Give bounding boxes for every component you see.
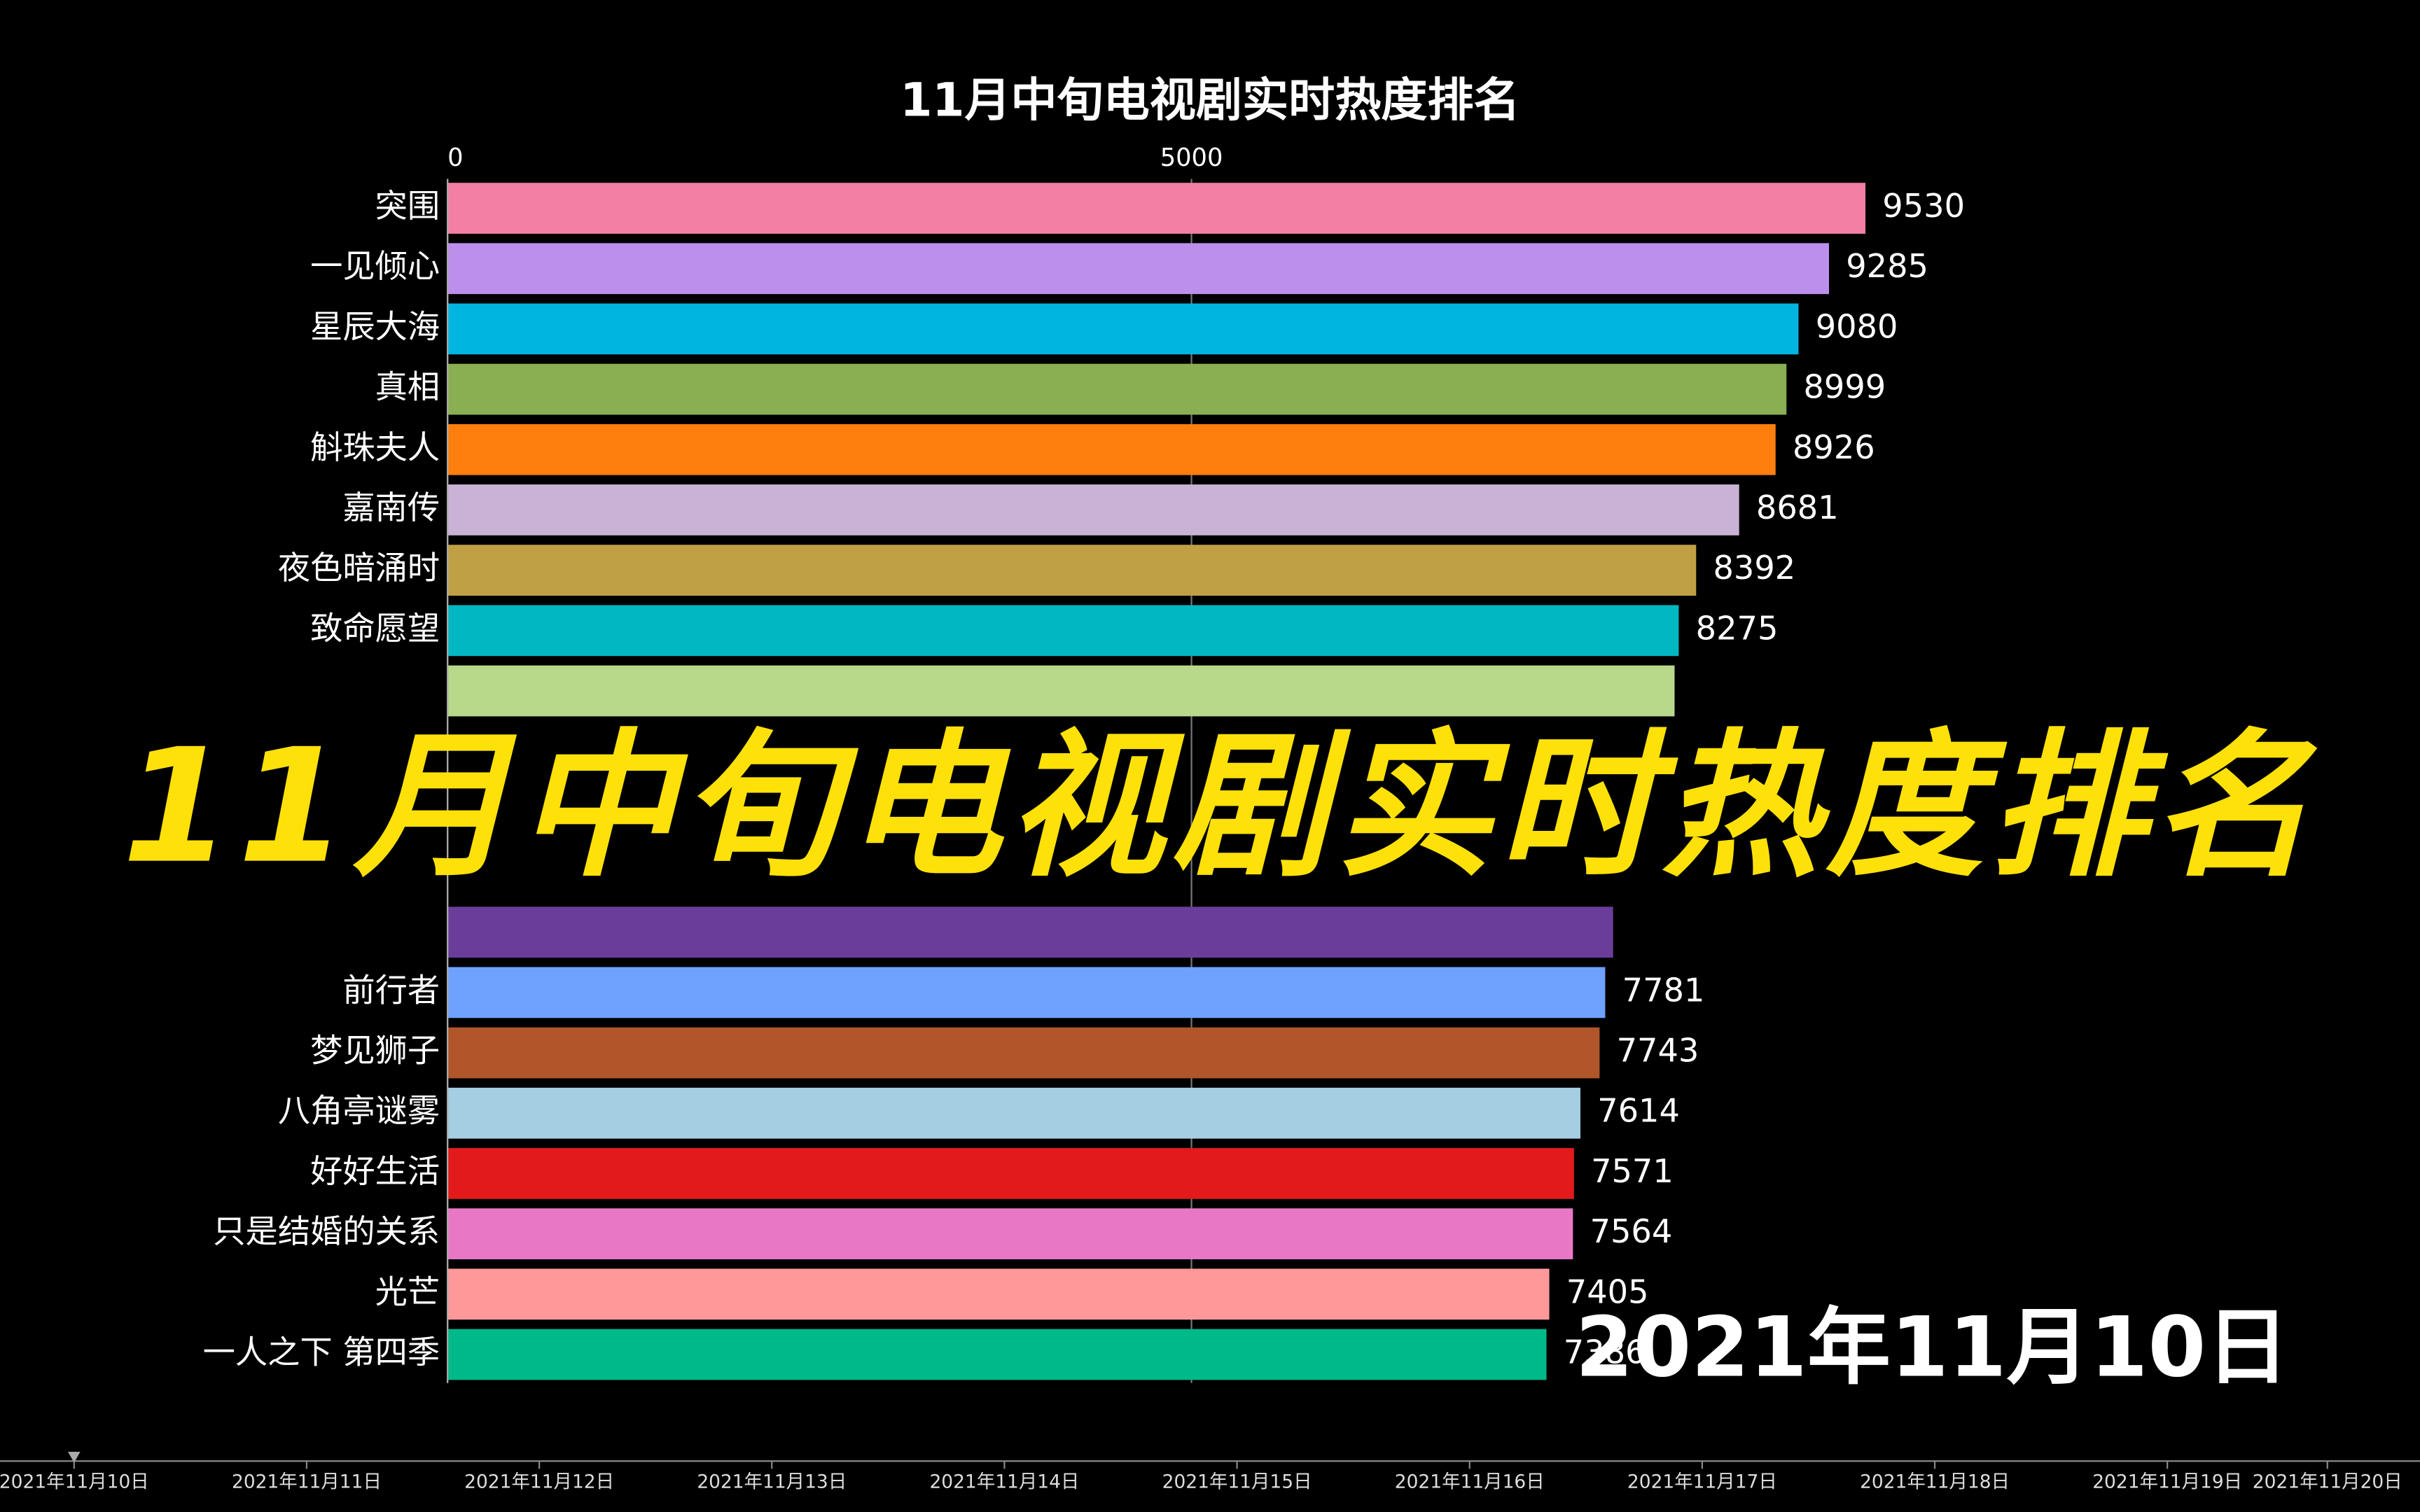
value-label: 8392	[1713, 549, 1796, 587]
bar	[447, 545, 1697, 596]
bar	[447, 665, 1675, 717]
timeline-marker	[67, 1452, 81, 1463]
value-label: 8681	[1756, 489, 1839, 526]
y-tick-label: 梦见狮子	[310, 1032, 440, 1070]
y-tick-label: 星辰大海	[310, 307, 440, 345]
bar	[447, 1329, 1547, 1380]
timeline-label: 2021年11月12日	[464, 1471, 614, 1493]
y-tick-label: 突围	[375, 187, 440, 225]
x-tick-label: 5000	[1160, 144, 1223, 172]
bar	[447, 1148, 1574, 1199]
timeline-label: 2021年11月11日	[232, 1471, 382, 1493]
value-label: 7614	[1597, 1092, 1680, 1130]
bar	[447, 1268, 1550, 1320]
date-label: 2021年11月10日	[1576, 1300, 2290, 1396]
bar	[447, 363, 1787, 415]
value-label: 7564	[1590, 1212, 1673, 1250]
bar	[447, 183, 1866, 234]
value-label: 7386	[1564, 1333, 1646, 1371]
value-label: 8999	[1803, 368, 1886, 406]
timeline-label: 2021年11月15日	[1162, 1471, 1312, 1493]
y-tick-label: 只是结婚的关系	[213, 1212, 440, 1250]
y-tick-label: 嘉南传	[342, 489, 440, 526]
value-label: 9530	[1882, 187, 1965, 225]
value-label: 8926	[1793, 428, 1875, 466]
y-tick-label: 斛珠夫人	[310, 428, 440, 466]
bar	[447, 424, 1776, 475]
bar	[447, 1208, 1573, 1259]
y-tick-label: 致命愿望	[310, 609, 440, 647]
y-tick-label: 八角亭谜雾	[278, 1092, 440, 1130]
value-label: 7571	[1591, 1152, 1674, 1190]
y-tick-label: 前行者	[342, 971, 440, 1009]
timeline-label: 2021年11月18日	[1860, 1471, 2010, 1493]
overlay: 11月中旬电视剧实时热度排名 2021年11月10日 2021年11月10日 2021…	[0, 715, 2420, 1493]
value-label: 7743	[1617, 1032, 1699, 1070]
timeline-label: 2021年11月16日	[1395, 1471, 1545, 1493]
y-tick-label: 一人之下 第四季	[203, 1333, 440, 1371]
bar	[447, 243, 1829, 295]
timeline-label: 2021年11月10日	[0, 1471, 149, 1493]
timeline-label: 2021年11月14日	[929, 1471, 1079, 1493]
bar	[447, 303, 1799, 355]
timeline-label: 2021年11月20日	[2253, 1471, 2402, 1493]
bar	[447, 1087, 1580, 1139]
bar	[447, 1027, 1600, 1079]
y-tick-label: 光芒	[375, 1273, 440, 1310]
value-label: 7405	[1566, 1273, 1649, 1310]
y-tick-label: 一见倾心	[310, 247, 440, 285]
bar	[447, 605, 1679, 657]
x-tick-label: 0	[447, 144, 463, 172]
timeline-label: 2021年11月17日	[1627, 1471, 1777, 1493]
timeline-label: 2021年11月19日	[2092, 1471, 2242, 1493]
value-label: 9080	[1816, 307, 1898, 345]
value-label: 9285	[1846, 247, 1928, 285]
y-tick-label: 好好生活	[310, 1152, 440, 1190]
value-label: 8275	[1696, 609, 1779, 647]
timeline-label: 2021年11月13日	[697, 1471, 847, 1493]
bar	[447, 484, 1739, 536]
chart-title: 11月中旬电视剧实时热度排名	[900, 74, 1520, 127]
y-tick-label: 夜色暗涌时	[278, 549, 440, 587]
y-tick-label: 真相	[375, 368, 440, 406]
bar	[447, 967, 1606, 1018]
overlay-title: 11月中旬电视剧实时热度排名	[122, 715, 2317, 899]
value-label: 7781	[1622, 971, 1705, 1009]
bar	[447, 906, 1613, 958]
plot: 0 5000 突围 9530 一见倾心 9285 星辰大海 9080 真相 8999 斛珠夫人 892…	[203, 144, 1965, 1383]
